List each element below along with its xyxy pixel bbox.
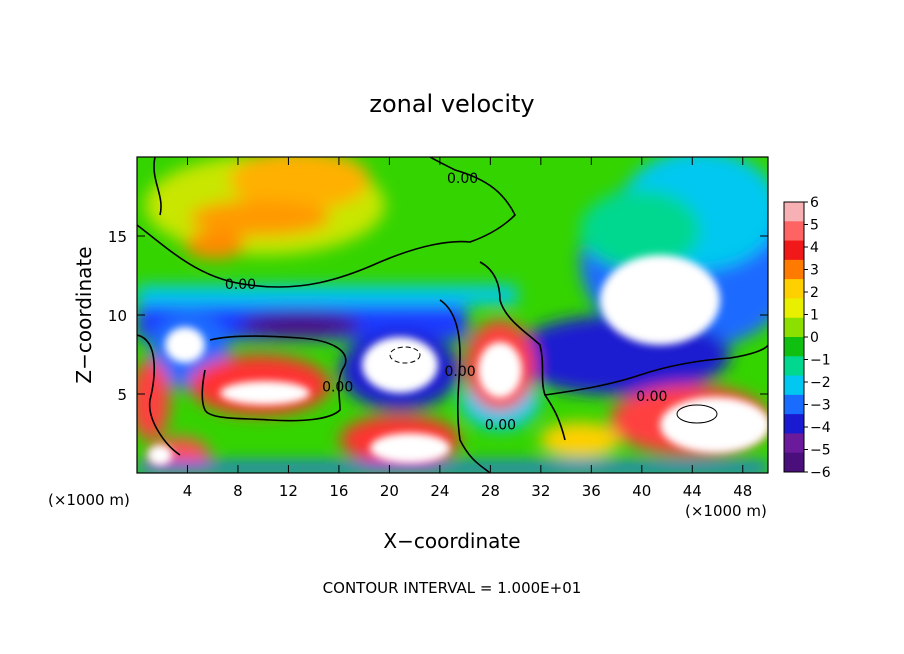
x-axis: 4 8 12 16 20 24 28 32 36 40 44 48	[183, 157, 752, 500]
y-axis: 5 10 15	[108, 228, 768, 404]
colorbar-segment	[784, 221, 804, 242]
colorbar-label: 2	[810, 285, 819, 301]
colorbar-segment	[784, 259, 804, 280]
colorbar-label: 1	[810, 308, 819, 324]
x-tick-label: 48	[733, 482, 752, 500]
contour-interval-note: CONTOUR INTERVAL = 1.000E+01	[323, 579, 582, 597]
colorbar-segment	[784, 240, 804, 261]
x-tick-label: 16	[329, 482, 348, 500]
colorbar-label: 4	[810, 240, 819, 256]
x-tick-label: 44	[683, 482, 702, 500]
colorbar-segment	[784, 202, 804, 222]
y-tick-label: 15	[108, 228, 127, 246]
contour-label: 0.00	[447, 171, 478, 187]
colorbar-segment	[784, 298, 804, 319]
x-tick-label: 8	[233, 482, 243, 500]
colorbar-label: 0	[810, 330, 819, 346]
x-tick-label: 12	[279, 482, 298, 500]
x-unit-left: (×1000 m)	[48, 491, 130, 509]
colorbar: 6 5 4 3 2 1 0 −1 −2 −3 −4 −5 −6	[783, 195, 831, 481]
x-tick-label: 40	[632, 482, 651, 500]
contour-label: 0.00	[636, 389, 667, 405]
y-tick-label: 10	[108, 307, 127, 325]
colorbar-label: −4	[810, 420, 831, 436]
x-tick-label: 36	[582, 482, 601, 500]
contour-labels: 0.00 0.00 0.00 0.00 0.00 0.00	[225, 171, 668, 434]
colorbar-label: 5	[810, 218, 819, 234]
colorbar-segment	[784, 356, 804, 377]
colorbar-label: 6	[810, 195, 819, 211]
x-tick-label: 20	[380, 482, 399, 500]
x-tick-label: 24	[430, 482, 449, 500]
colorbar-segment	[784, 279, 804, 299]
y-tick-label: 5	[117, 386, 127, 404]
velocity-field	[137, 157, 768, 473]
chart-title: zonal velocity	[369, 90, 534, 118]
colorbar-label: −5	[810, 443, 831, 459]
y-axis-label: Z−coordinate	[72, 246, 96, 383]
colorbar-label: −6	[810, 465, 831, 481]
contour-label: 0.00	[322, 380, 353, 396]
colorbar-label: −3	[810, 398, 831, 414]
contour-label: 0.00	[444, 364, 475, 380]
contour-label: 0.00	[225, 277, 256, 293]
colorbar-segment	[784, 317, 804, 338]
x-tick-label: 32	[531, 482, 550, 500]
colorbar-segment	[784, 433, 804, 454]
contour-label: 0.00	[485, 418, 516, 434]
colorbar-segment	[784, 414, 804, 434]
colorbar-label: −1	[810, 353, 831, 369]
colorbar-label: −2	[810, 375, 831, 391]
colorbar-label: 3	[810, 263, 819, 279]
colorbar-segment	[784, 452, 804, 473]
colorbar-segment	[784, 394, 804, 415]
colorbar-segment	[784, 375, 804, 396]
x-unit-right: (×1000 m)	[685, 502, 767, 520]
colorbar-segment	[784, 337, 804, 357]
x-tick-label: 28	[481, 482, 500, 500]
x-axis-label: X−coordinate	[383, 529, 520, 553]
x-tick-label: 4	[183, 482, 193, 500]
